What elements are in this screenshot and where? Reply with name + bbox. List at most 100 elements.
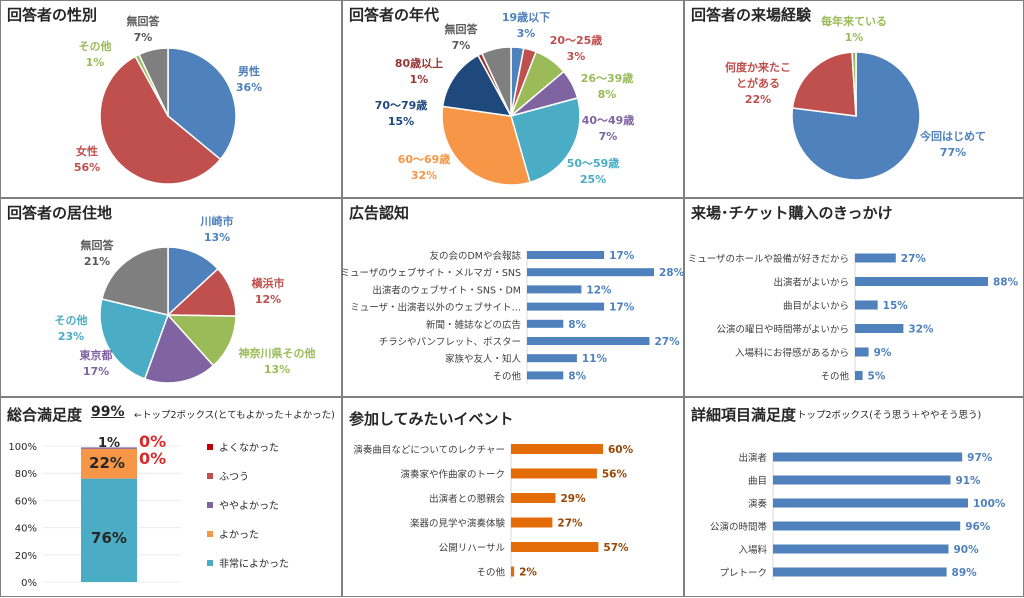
pie-label: 毎年来ている 1% xyxy=(821,14,887,44)
bar-value-label: 88% xyxy=(993,277,1019,289)
pie-slice xyxy=(510,97,581,184)
panel-title: 回答者の年代 xyxy=(349,6,440,24)
pie-label: 無回答 7% xyxy=(127,14,161,44)
pie-label: 男性 36% xyxy=(236,64,262,94)
pie-label-line: 50～59歳 xyxy=(567,156,620,170)
pie-label-line: 40～49歳 xyxy=(582,113,635,127)
bar xyxy=(527,337,650,345)
bar-value-label: 5% xyxy=(868,371,886,383)
legend-label: ふつう xyxy=(219,471,249,483)
panel-residence: 回答者の居住地 川崎市 13% 横浜市 12% 神奈川県その他 13% 東京都 17% その他 2… xyxy=(0,198,342,397)
bar-value-label: 90% xyxy=(954,544,980,556)
legend-label: ややよかった xyxy=(219,500,279,512)
pie-label: 26～39歳 8% xyxy=(581,71,634,101)
bar-value-label: 91% xyxy=(955,475,981,487)
pie-slice xyxy=(99,55,222,185)
bar-category-label: ミューザのホールや設備が好きだから xyxy=(688,253,849,265)
bar-category-label: その他 xyxy=(476,567,505,579)
bar-value-label: 96% xyxy=(965,521,991,533)
bar xyxy=(527,371,564,380)
pie-label-line: 東京都 xyxy=(80,348,113,362)
bar xyxy=(855,324,904,333)
events-bar-chart: 演奏曲目などについてのレクチャー 60% 演奏家や作曲家のトーク 56% 出演者との懇親… xyxy=(353,444,634,580)
pie-label-line: 77% xyxy=(940,146,966,159)
pie-label: 横浜市 12% xyxy=(252,276,285,306)
pie-label-line: その他 xyxy=(55,313,88,327)
bar-category-label: 新聞・雑誌などの広告 xyxy=(426,319,521,331)
legend-label: 非常によかった xyxy=(219,557,289,570)
pie-slice xyxy=(99,298,169,380)
pie-label-line: 15% xyxy=(388,115,414,128)
pie-label-line: 17% xyxy=(83,365,109,378)
bar-value-label: 100% xyxy=(973,498,1006,510)
panel-visit: 回答者の来場経験 今回はじめて 77% 何度か来たこ とがある 22% 毎年来ている 1% xyxy=(684,0,1024,198)
legend-swatch xyxy=(207,502,213,508)
pie-label-line: 56% xyxy=(74,161,100,174)
pie-label: 60～69歳 32% xyxy=(398,152,451,182)
panel-events: 参加してみたいイベント 演奏曲目などについてのレクチャー 60% 演奏家や作曲家のト… xyxy=(342,397,684,597)
pie-label-line: 川崎市 xyxy=(200,214,234,228)
bar-value-label: 2% xyxy=(519,567,537,579)
detail-note: トップ2ボックス(そう思う＋ややそう思う) xyxy=(797,410,982,421)
bar-category-label: 出演者がよいから xyxy=(773,277,849,289)
legend-swatch xyxy=(207,473,213,479)
pie-label: 50～59歳 25% xyxy=(567,156,620,186)
pie-label-line: 22% xyxy=(745,93,771,106)
pie-slice xyxy=(441,54,513,117)
pie-slice xyxy=(101,246,169,316)
pie-label-line: とがある xyxy=(736,76,780,90)
bar-value-label: 97% xyxy=(967,452,993,464)
pie-label-line: 70～79歳 xyxy=(375,98,428,112)
bar xyxy=(855,253,896,263)
pie-label: 今回はじめて 77% xyxy=(919,129,986,159)
bar-category-label: その他 xyxy=(820,371,849,383)
pie-label: 70～79歳 15% xyxy=(375,98,428,128)
bar xyxy=(855,277,988,286)
panel-title: 回答者の性別 xyxy=(7,6,98,24)
pie-label-line: 7% xyxy=(599,130,618,143)
pie-label-line: 8% xyxy=(598,88,617,101)
bar-category-label: 楽器の見学や演奏体験 xyxy=(410,518,506,530)
bar-category-label: 公演の曜日や時間帯がよいから xyxy=(716,324,849,336)
legend-swatch xyxy=(207,444,213,450)
pie-slice xyxy=(138,47,169,117)
pie-label-line: 23% xyxy=(58,330,84,343)
panel-title: 参加してみたいイベント xyxy=(349,410,514,428)
panel-satisfaction: 総合満足度 99% ←トップ2ボックス(とてもよかった＋よかった) 0% 20% 4… xyxy=(0,397,342,597)
y-tick-label: 60% xyxy=(15,496,37,507)
pie-label-line: 無回答 xyxy=(127,14,161,28)
pie-slice xyxy=(851,51,857,117)
pie-slice xyxy=(480,46,512,117)
stack-value-label: 76% xyxy=(91,529,127,547)
bar-category-label: 公開リハーサル xyxy=(439,543,506,554)
pie-label-line: 3% xyxy=(517,27,536,40)
gender-pie-chart: 男性 36% 女性 56% その他 1% 無回答 7% xyxy=(74,14,262,185)
pie-label-line: その他 xyxy=(79,39,112,53)
panel-title: 詳細項目満足度 xyxy=(691,406,797,424)
bar xyxy=(773,521,961,531)
legend-label: よくなかった xyxy=(219,442,279,454)
bar xyxy=(511,542,599,552)
bar xyxy=(773,498,968,508)
bar xyxy=(773,567,947,577)
y-tick-label: 20% xyxy=(15,551,37,562)
pie-slice xyxy=(167,47,237,161)
bar-value-label: 27% xyxy=(557,518,583,530)
panel-title: 総合満足度 xyxy=(7,406,83,424)
bar-category-label: 演奏家や作曲家のトーク xyxy=(400,469,505,481)
bar-value-label: 27% xyxy=(654,336,680,348)
pie-label-line: 神奈川県その他 xyxy=(239,346,316,360)
bar-value-label: 27% xyxy=(901,253,927,265)
bar-category-label: ミューザ・出演者以外のウェブサイト… xyxy=(350,302,521,314)
bar-value-label: 17% xyxy=(609,250,635,262)
bar-category-label: 公演の時間帯 xyxy=(710,521,768,533)
pie-label-line: 今回はじめて xyxy=(919,129,986,143)
pie-label: その他 23% xyxy=(55,313,88,343)
pie-label-line: 無回答 xyxy=(445,22,479,36)
bar xyxy=(527,354,577,363)
bar-category-label: 曲目がよいから xyxy=(783,300,849,312)
pie-label: 40～49歳 7% xyxy=(582,113,635,143)
bar-value-label: 89% xyxy=(952,567,978,579)
ad-bar-chart: 友の会のDMや会報誌 17% ミューザのウェブサイト・メルマガ・SNS 28% 出演者の… xyxy=(341,250,685,384)
